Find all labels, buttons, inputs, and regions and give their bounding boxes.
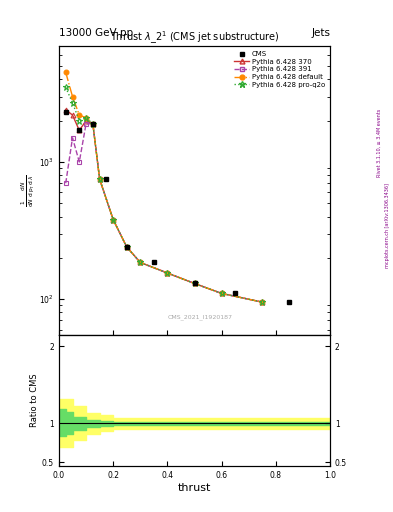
Text: CMS_2021_I1920187: CMS_2021_I1920187 xyxy=(167,314,232,321)
Text: Jets: Jets xyxy=(311,28,330,38)
Legend: CMS, Pythia 6.428 370, Pythia 6.428 391, Pythia 6.428 default, Pythia 6.428 pro-: CMS, Pythia 6.428 370, Pythia 6.428 391,… xyxy=(233,50,327,89)
Title: Thrust $\lambda\_2^1$ (CMS jet substructure): Thrust $\lambda\_2^1$ (CMS jet substruct… xyxy=(110,30,279,46)
X-axis label: thrust: thrust xyxy=(178,482,211,493)
Text: 13000 GeV pp: 13000 GeV pp xyxy=(59,28,133,38)
Text: Rivet 3.1.10, ≥ 3.4M events: Rivet 3.1.10, ≥ 3.4M events xyxy=(377,109,382,178)
Y-axis label: $\frac{1}{\mathrm{d}N}\,\frac{\mathrm{d}N}{\mathrm{d}\,\mathrm{p_T}\,\mathrm{d}\: $\frac{1}{\mathrm{d}N}\,\frac{\mathrm{d}… xyxy=(19,174,37,207)
Text: mcplots.cern.ch [arXiv:1306.3436]: mcplots.cern.ch [arXiv:1306.3436] xyxy=(385,183,389,268)
Y-axis label: Ratio to CMS: Ratio to CMS xyxy=(30,374,39,427)
